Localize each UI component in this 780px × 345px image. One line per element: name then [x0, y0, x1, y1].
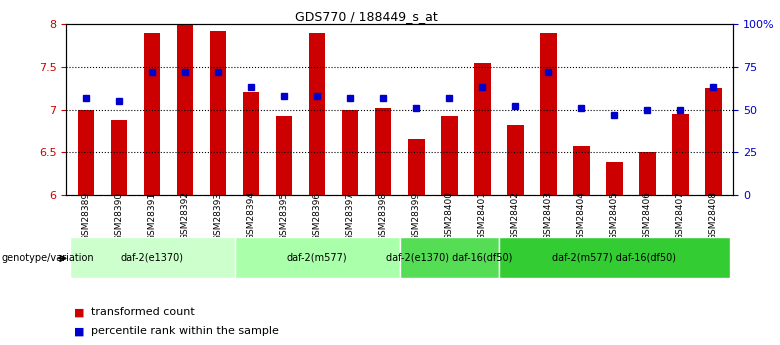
Bar: [408, 139, 424, 195]
Text: GSM28393: GSM28393: [214, 191, 222, 240]
Text: GSM28390: GSM28390: [115, 191, 123, 240]
Text: GSM28397: GSM28397: [346, 191, 355, 240]
Bar: [441, 116, 458, 195]
Text: genotype/variation: genotype/variation: [2, 253, 94, 263]
Text: GSM28401: GSM28401: [478, 191, 487, 240]
Bar: [309, 33, 325, 195]
Text: GSM28405: GSM28405: [610, 191, 619, 240]
Text: daf-2(e1370): daf-2(e1370): [121, 253, 183, 262]
Text: daf-2(m577): daf-2(m577): [287, 253, 348, 262]
Text: GSM28391: GSM28391: [147, 191, 157, 240]
Text: GSM28399: GSM28399: [412, 191, 420, 240]
Bar: [507, 125, 523, 195]
Bar: [498, 237, 730, 278]
Text: GSM28407: GSM28407: [676, 191, 685, 240]
Bar: [177, 24, 193, 195]
Bar: [573, 146, 590, 195]
Text: GSM28389: GSM28389: [82, 191, 90, 240]
Bar: [672, 114, 689, 195]
Text: GSM28400: GSM28400: [445, 191, 454, 240]
Bar: [111, 120, 127, 195]
Bar: [606, 162, 622, 195]
Text: GSM28394: GSM28394: [246, 191, 256, 240]
Text: ■: ■: [74, 326, 84, 336]
Bar: [235, 237, 399, 278]
Text: transformed count: transformed count: [91, 307, 195, 317]
Text: GSM28403: GSM28403: [544, 191, 553, 240]
Bar: [78, 110, 94, 195]
Bar: [375, 108, 392, 195]
Bar: [210, 31, 226, 195]
Text: GSM28396: GSM28396: [313, 191, 321, 240]
Text: GSM28395: GSM28395: [280, 191, 289, 240]
Text: percentile rank within the sample: percentile rank within the sample: [91, 326, 279, 336]
Text: GSM28398: GSM28398: [379, 191, 388, 240]
Title: GDS770 / 188449_s_at: GDS770 / 188449_s_at: [295, 10, 438, 23]
Bar: [69, 237, 235, 278]
Bar: [276, 116, 292, 195]
Bar: [243, 92, 260, 195]
Bar: [639, 152, 656, 195]
Bar: [399, 237, 498, 278]
Bar: [474, 62, 491, 195]
Bar: [705, 88, 722, 195]
Bar: [144, 33, 161, 195]
Text: GSM28408: GSM28408: [709, 191, 718, 240]
Text: ■: ■: [74, 307, 84, 317]
Text: daf-2(e1370) daf-16(df50): daf-2(e1370) daf-16(df50): [386, 253, 512, 262]
Text: GSM28392: GSM28392: [181, 191, 190, 240]
Bar: [342, 110, 359, 195]
Text: GSM28404: GSM28404: [577, 191, 586, 240]
Text: daf-2(m577) daf-16(df50): daf-2(m577) daf-16(df50): [552, 253, 676, 262]
Text: GSM28402: GSM28402: [511, 191, 519, 240]
Text: GSM28406: GSM28406: [643, 191, 652, 240]
Bar: [540, 33, 557, 195]
